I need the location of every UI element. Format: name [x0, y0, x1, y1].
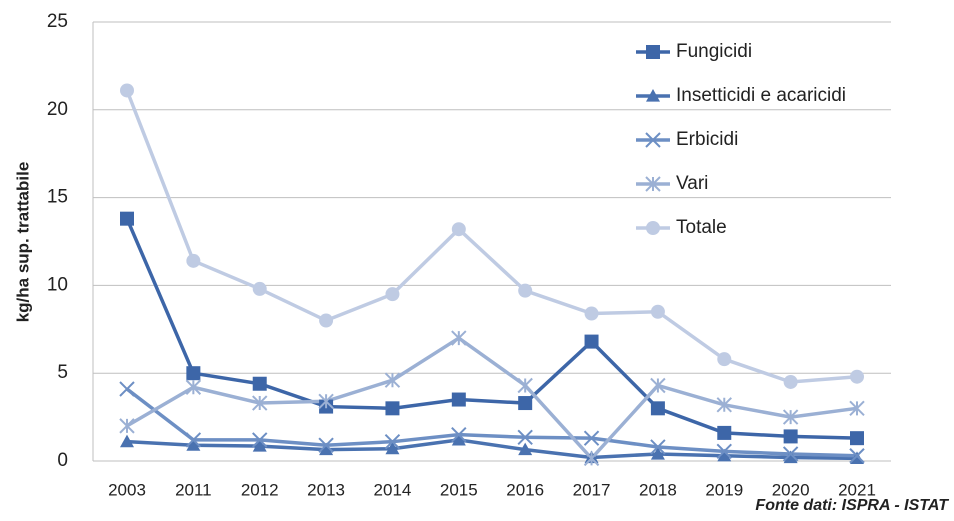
line [125, 387, 858, 458]
legend-marker [645, 132, 661, 148]
point [650, 446, 665, 460]
legend-label: Erbicidi [676, 129, 738, 150]
point [120, 434, 134, 448]
point [716, 443, 732, 460]
point [451, 432, 466, 446]
point [318, 393, 334, 410]
x-tick-label: 2017 [573, 480, 611, 499]
point [783, 450, 798, 464]
point [319, 442, 334, 456]
point [782, 446, 799, 462]
y-tick-label: 10 [47, 274, 68, 295]
point [451, 426, 467, 443]
point [186, 253, 201, 268]
x-tick-label: 2019 [705, 480, 743, 499]
x-tick-label: 2016 [506, 480, 544, 499]
point [717, 352, 732, 367]
line [125, 217, 858, 440]
point [716, 397, 732, 413]
point [518, 442, 533, 456]
point [584, 306, 599, 321]
point [650, 377, 666, 394]
legend-label: Vari [676, 173, 708, 194]
point [120, 211, 134, 226]
x-tick-label: 2012 [241, 480, 279, 499]
legend-marker [646, 45, 660, 59]
x-tick-label: 2011 [175, 480, 212, 499]
point [849, 400, 865, 417]
point [850, 369, 864, 384]
y-tick-label: 20 [47, 99, 68, 120]
legend-marker [646, 89, 660, 102]
x-tick-label: 2018 [639, 480, 677, 499]
point [385, 441, 400, 455]
x-tick-label: 2015 [440, 480, 478, 499]
point [584, 334, 599, 349]
point [783, 429, 798, 444]
point [120, 83, 134, 98]
y-tick-label: 15 [47, 187, 68, 208]
point [252, 376, 267, 391]
point [517, 377, 533, 394]
point [451, 330, 467, 346]
point [252, 432, 268, 448]
point [252, 395, 268, 411]
point [717, 448, 732, 462]
point [252, 281, 267, 296]
point [517, 429, 533, 446]
point [186, 438, 201, 451]
legend-label: Fungicidi [676, 41, 752, 62]
point [451, 222, 466, 237]
point [384, 433, 401, 450]
point [583, 450, 600, 467]
point [849, 448, 865, 464]
point [650, 304, 665, 319]
point [518, 396, 533, 411]
legend-label: Insetticidi e acaricidi [676, 85, 846, 106]
point [451, 392, 466, 407]
point [583, 430, 600, 446]
y-tick-label: 0 [57, 450, 68, 471]
point [650, 439, 666, 455]
x-tick-label: 2013 [307, 480, 345, 499]
point [650, 401, 665, 416]
line [125, 89, 858, 384]
point [518, 283, 533, 298]
point [119, 381, 135, 397]
point [319, 313, 334, 328]
y-axis-label: kg/ha sup. trattabile [13, 162, 32, 323]
point [850, 451, 864, 464]
line [126, 335, 858, 461]
point [185, 379, 202, 395]
x-tick-label: 2020 [772, 480, 810, 499]
legend-marker [645, 176, 661, 192]
point [782, 409, 799, 425]
point [119, 418, 135, 434]
legend-marker [646, 221, 660, 235]
point [850, 431, 864, 446]
source-note: Fonte dati: ISPRA - ISTAT [755, 497, 949, 514]
y-tick-label: 5 [57, 362, 68, 383]
point [252, 439, 267, 452]
x-tick-label: 2014 [374, 480, 412, 499]
point [185, 432, 202, 448]
y-tick-label: 25 [47, 11, 68, 32]
point [186, 366, 201, 381]
line [126, 438, 858, 461]
legend-label: Totale [676, 217, 727, 238]
point [318, 437, 334, 453]
point [717, 425, 732, 440]
point [783, 374, 798, 389]
point [385, 401, 400, 416]
point [385, 287, 400, 302]
point [384, 372, 401, 388]
x-tick-label: 2021 [838, 480, 876, 499]
x-tick-label: 2003 [108, 480, 146, 499]
